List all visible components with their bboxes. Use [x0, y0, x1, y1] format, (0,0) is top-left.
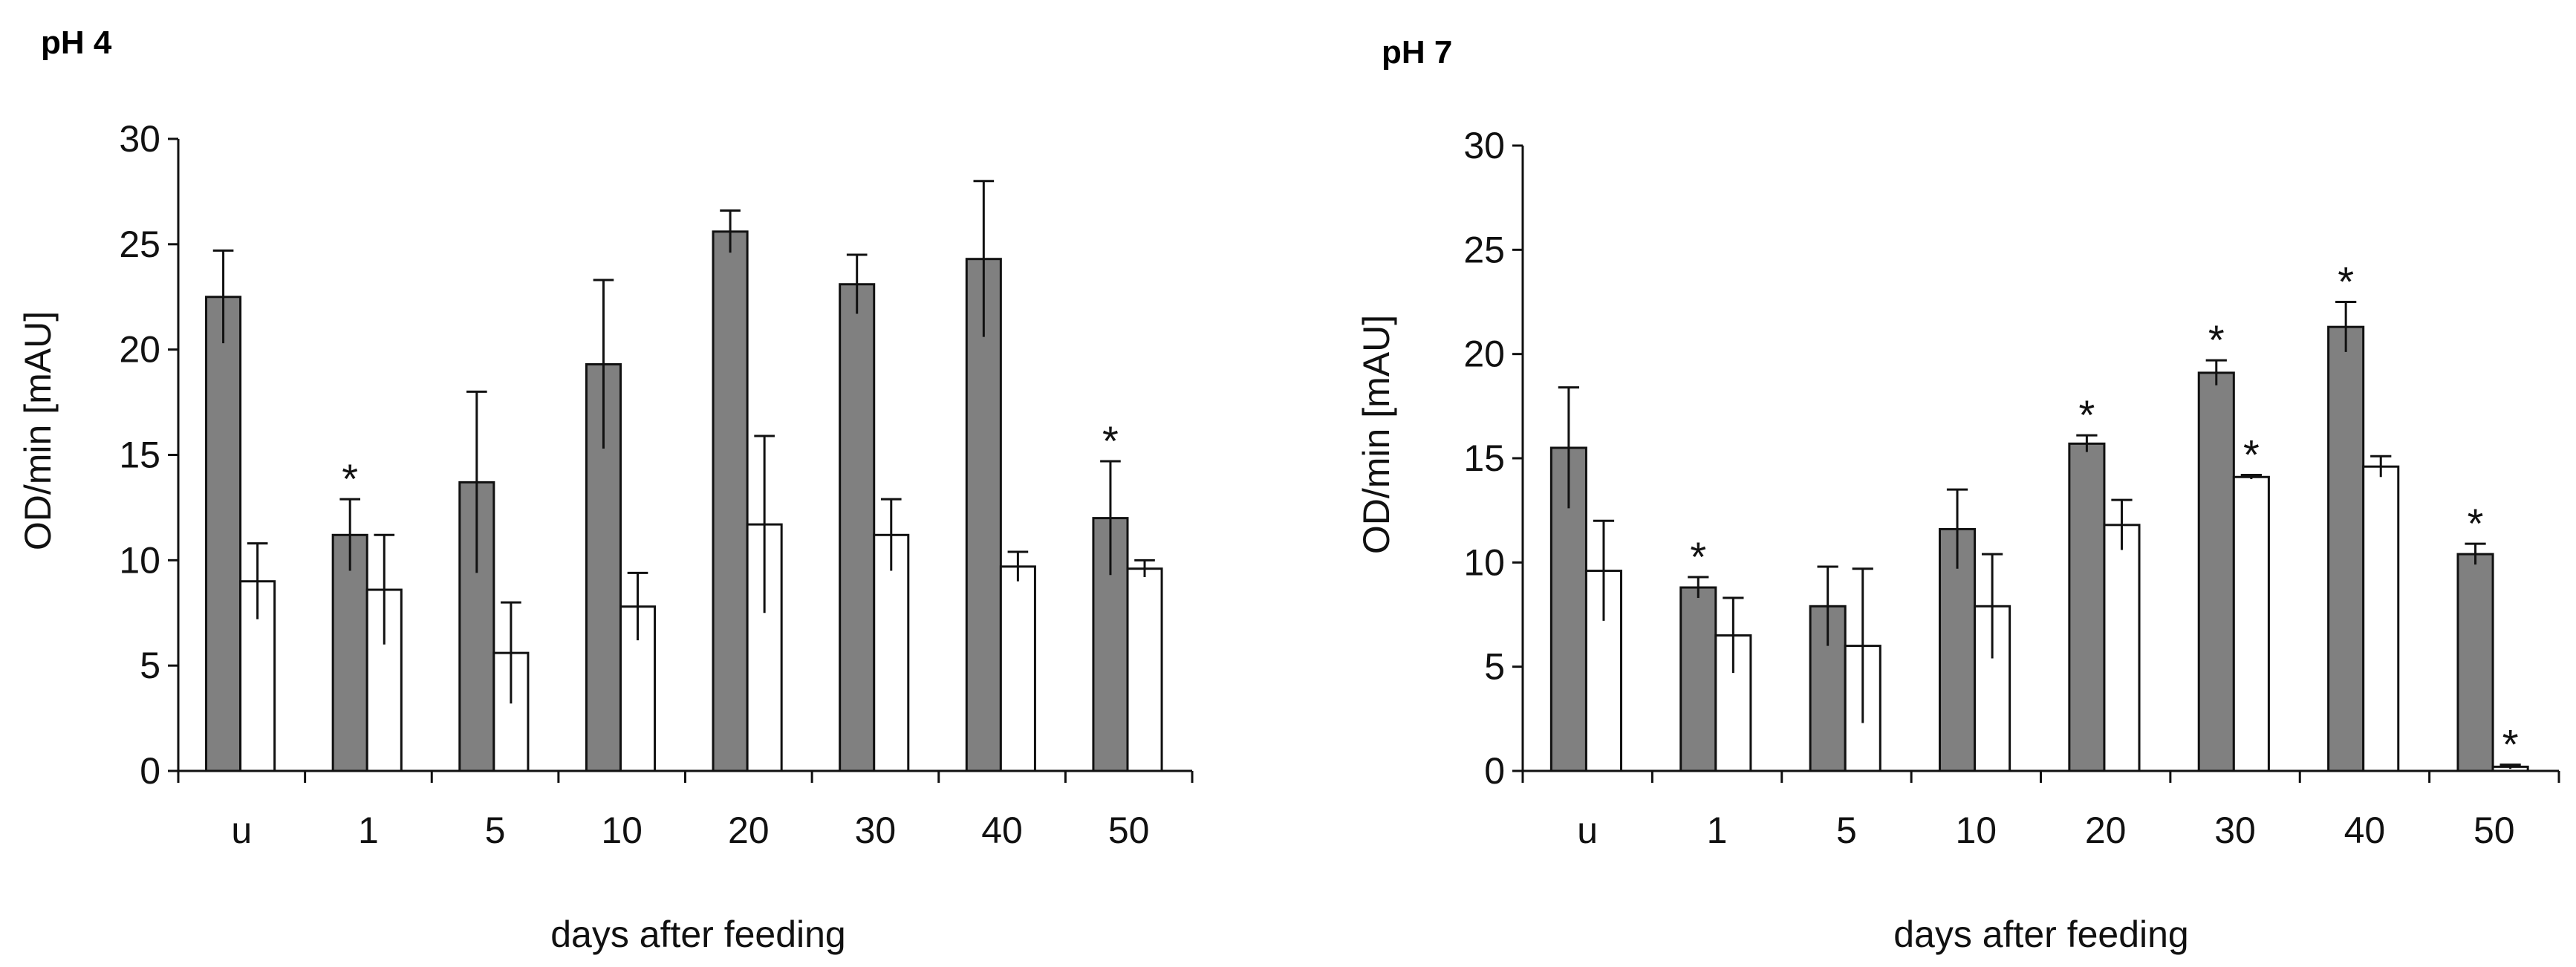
chart-ph4: pH 4 OD/min [mAU] days after feeding 0 5 1… — [17, 25, 1194, 955]
x-tick-label: 10 — [1956, 810, 1997, 851]
y-tick-label: 15 — [1463, 437, 1505, 479]
chart-ph7: pH 7 OD/min [mAU] days after feeding 0 5 1… — [1356, 34, 2560, 955]
x-tick-label: u — [1577, 810, 1598, 851]
significance-star: * — [342, 455, 358, 502]
y-tick-label: 0 — [140, 750, 160, 792]
bar-grey — [205, 296, 242, 772]
y-tick-label: 15 — [119, 434, 160, 476]
x-tick-label: 20 — [2085, 810, 2127, 851]
bar-grey — [712, 230, 749, 772]
significance-star: * — [1102, 417, 1119, 464]
y-axis-label: OD/min [mAU] — [17, 311, 59, 550]
x-tick-label: u — [231, 810, 252, 851]
x-tick-label: 40 — [981, 810, 1023, 851]
bar-white — [1126, 567, 1163, 772]
significance-star: * — [2243, 431, 2260, 478]
x-tick-label: 50 — [1108, 810, 1150, 851]
y-tick-label: 20 — [119, 329, 160, 371]
bar-grey — [2456, 553, 2494, 772]
significance-star: * — [2338, 258, 2354, 305]
x-axis-label: days after feeding — [550, 914, 846, 955]
bar-white — [2232, 475, 2270, 772]
x-tick-label: 20 — [728, 810, 770, 851]
y-tick-label: 30 — [119, 118, 160, 160]
x-tick-label: 40 — [2344, 810, 2386, 851]
chart-title: pH 4 — [41, 25, 112, 61]
bar-grey — [1679, 586, 1717, 772]
bar-grey — [2068, 442, 2106, 772]
bar-white — [873, 533, 910, 772]
x-tick-label: 1 — [358, 810, 379, 851]
y-axis-label: OD/min [mAU] — [1356, 315, 1397, 554]
y-tick-label: 0 — [1484, 750, 1505, 792]
significance-star: * — [2079, 391, 2095, 438]
y-tick-label: 5 — [140, 645, 160, 686]
x-tick-label: 5 — [1836, 810, 1857, 851]
x-tick-label: 1 — [1707, 810, 1728, 851]
significance-star: * — [2208, 316, 2225, 363]
y-tick-label: 10 — [1463, 541, 1505, 583]
y-tick-label: 25 — [119, 224, 160, 265]
bar-white — [2362, 465, 2400, 772]
bar-white — [999, 565, 1036, 772]
bar-grey — [2327, 325, 2365, 772]
bar-grey — [331, 533, 368, 772]
x-tick-label: 10 — [601, 810, 643, 851]
x-axis-label: days after feeding — [1893, 914, 2189, 955]
y-tick-label: 25 — [1463, 229, 1505, 270]
x-tick-label: 30 — [2214, 810, 2256, 851]
bar-white — [619, 605, 657, 772]
x-tick-label: 5 — [485, 810, 506, 851]
significance-star: * — [1690, 533, 1706, 580]
y-tick-label: 20 — [1463, 333, 1505, 375]
chart-title: pH 7 — [1382, 34, 1452, 71]
bar-grey — [839, 283, 876, 772]
bar-white — [2103, 524, 2141, 772]
y-tick-label: 30 — [1463, 125, 1505, 166]
x-tick-label: 30 — [855, 810, 897, 851]
significance-star: * — [2468, 500, 2484, 547]
bar-grey — [2197, 371, 2235, 772]
y-tick-label: 10 — [119, 539, 160, 581]
x-tick-label: 50 — [2473, 810, 2515, 851]
y-tick-label: 5 — [1484, 646, 1505, 688]
significance-star: * — [2502, 721, 2519, 768]
